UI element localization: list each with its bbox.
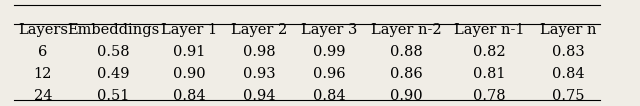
Text: 0.90: 0.90 [390,89,422,103]
Text: 0.99: 0.99 [314,45,346,59]
Text: Layer n: Layer n [540,23,596,37]
Text: 0.82: 0.82 [472,45,505,59]
Text: Layer 2: Layer 2 [231,23,287,37]
Text: Layer 3: Layer 3 [301,23,358,37]
Text: 0.84: 0.84 [552,67,585,81]
Text: 6: 6 [38,45,47,59]
Text: 0.75: 0.75 [552,89,585,103]
Text: 0.51: 0.51 [97,89,129,103]
Text: 0.58: 0.58 [97,45,129,59]
Text: Layer 1: Layer 1 [161,23,218,37]
Text: 0.90: 0.90 [173,67,205,81]
Text: 12: 12 [34,67,52,81]
Text: 0.88: 0.88 [390,45,422,59]
Text: 0.91: 0.91 [173,45,205,59]
Text: 0.78: 0.78 [472,89,505,103]
Text: 0.86: 0.86 [390,67,422,81]
Text: 24: 24 [33,89,52,103]
Text: 0.81: 0.81 [472,67,505,81]
Text: 0.49: 0.49 [97,67,129,81]
Text: 0.93: 0.93 [243,67,276,81]
Text: 0.84: 0.84 [173,89,205,103]
Text: 0.84: 0.84 [313,89,346,103]
Text: 0.94: 0.94 [243,89,276,103]
Text: 0.83: 0.83 [552,45,585,59]
Text: Layer n-2: Layer n-2 [371,23,442,37]
Text: Layer n-1: Layer n-1 [454,23,524,37]
Text: 0.96: 0.96 [313,67,346,81]
Text: Layers: Layers [18,23,68,37]
Text: 0.98: 0.98 [243,45,276,59]
Text: Embeddings: Embeddings [67,23,159,37]
